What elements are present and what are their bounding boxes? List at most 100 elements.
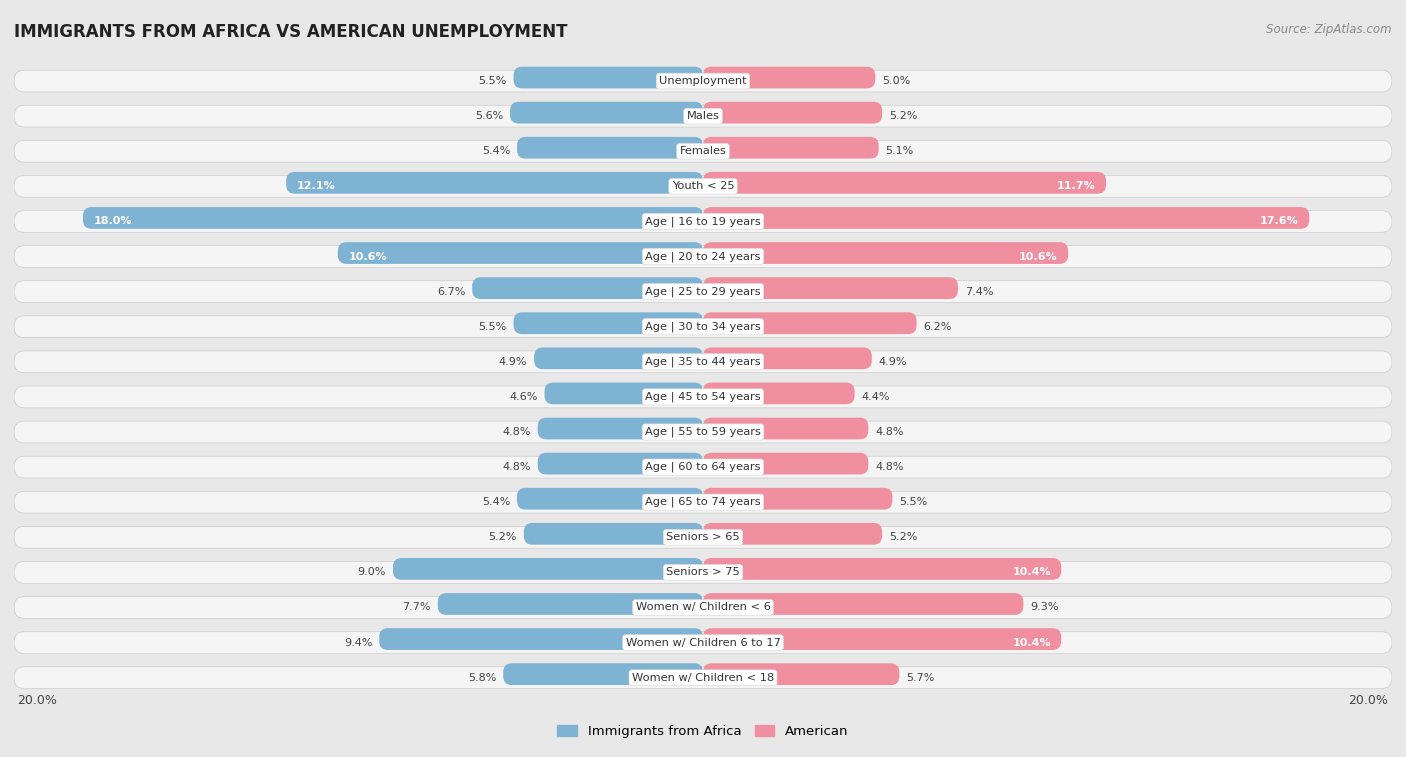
- Text: 4.8%: 4.8%: [875, 427, 904, 437]
- Text: 4.9%: 4.9%: [499, 357, 527, 367]
- Text: 4.9%: 4.9%: [879, 357, 907, 367]
- Text: 9.0%: 9.0%: [357, 568, 387, 578]
- FancyBboxPatch shape: [14, 456, 1392, 478]
- Text: 5.2%: 5.2%: [889, 532, 917, 542]
- FancyBboxPatch shape: [703, 663, 900, 685]
- FancyBboxPatch shape: [703, 628, 1062, 650]
- Text: 5.5%: 5.5%: [478, 76, 506, 86]
- Text: Age | 30 to 34 years: Age | 30 to 34 years: [645, 322, 761, 332]
- FancyBboxPatch shape: [703, 277, 957, 299]
- Text: 18.0%: 18.0%: [93, 217, 132, 226]
- Text: 5.4%: 5.4%: [482, 146, 510, 156]
- FancyBboxPatch shape: [703, 593, 1024, 615]
- FancyBboxPatch shape: [503, 663, 703, 685]
- Text: 5.5%: 5.5%: [900, 497, 928, 507]
- FancyBboxPatch shape: [14, 526, 1392, 548]
- FancyBboxPatch shape: [287, 172, 703, 194]
- Text: 5.4%: 5.4%: [482, 497, 510, 507]
- Text: 7.4%: 7.4%: [965, 287, 993, 297]
- FancyBboxPatch shape: [534, 347, 703, 369]
- Text: 9.3%: 9.3%: [1031, 603, 1059, 612]
- Text: 20.0%: 20.0%: [17, 694, 58, 707]
- Text: 4.4%: 4.4%: [862, 392, 890, 402]
- Text: Seniors > 65: Seniors > 65: [666, 532, 740, 542]
- FancyBboxPatch shape: [14, 351, 1392, 372]
- FancyBboxPatch shape: [14, 176, 1392, 198]
- FancyBboxPatch shape: [517, 137, 703, 159]
- FancyBboxPatch shape: [14, 105, 1392, 127]
- Text: Age | 20 to 24 years: Age | 20 to 24 years: [645, 251, 761, 262]
- Text: 4.8%: 4.8%: [875, 462, 904, 472]
- FancyBboxPatch shape: [703, 137, 879, 159]
- Text: Age | 65 to 74 years: Age | 65 to 74 years: [645, 497, 761, 507]
- FancyBboxPatch shape: [703, 382, 855, 404]
- FancyBboxPatch shape: [14, 597, 1392, 618]
- FancyBboxPatch shape: [437, 593, 703, 615]
- Text: 5.8%: 5.8%: [468, 673, 496, 683]
- FancyBboxPatch shape: [14, 562, 1392, 584]
- FancyBboxPatch shape: [513, 313, 703, 334]
- FancyBboxPatch shape: [14, 421, 1392, 443]
- Text: Age | 25 to 29 years: Age | 25 to 29 years: [645, 286, 761, 297]
- FancyBboxPatch shape: [703, 313, 917, 334]
- Text: 17.6%: 17.6%: [1260, 217, 1299, 226]
- Text: 12.1%: 12.1%: [297, 182, 335, 192]
- Text: 10.4%: 10.4%: [1012, 568, 1050, 578]
- Text: 11.7%: 11.7%: [1057, 182, 1095, 192]
- FancyBboxPatch shape: [14, 491, 1392, 513]
- FancyBboxPatch shape: [537, 418, 703, 439]
- FancyBboxPatch shape: [380, 628, 703, 650]
- Text: Seniors > 75: Seniors > 75: [666, 568, 740, 578]
- FancyBboxPatch shape: [14, 316, 1392, 338]
- Text: 5.1%: 5.1%: [886, 146, 914, 156]
- FancyBboxPatch shape: [513, 67, 703, 89]
- FancyBboxPatch shape: [524, 523, 703, 545]
- Text: 4.6%: 4.6%: [509, 392, 537, 402]
- FancyBboxPatch shape: [14, 246, 1392, 267]
- FancyBboxPatch shape: [83, 207, 703, 229]
- FancyBboxPatch shape: [14, 281, 1392, 303]
- Text: 5.6%: 5.6%: [475, 111, 503, 121]
- Text: Age | 60 to 64 years: Age | 60 to 64 years: [645, 462, 761, 472]
- FancyBboxPatch shape: [14, 667, 1392, 689]
- Text: 5.2%: 5.2%: [489, 532, 517, 542]
- FancyBboxPatch shape: [703, 207, 1309, 229]
- FancyBboxPatch shape: [537, 453, 703, 475]
- Text: Age | 16 to 19 years: Age | 16 to 19 years: [645, 217, 761, 226]
- Text: 9.4%: 9.4%: [344, 637, 373, 647]
- FancyBboxPatch shape: [14, 631, 1392, 653]
- Text: 5.0%: 5.0%: [882, 76, 910, 86]
- FancyBboxPatch shape: [544, 382, 703, 404]
- Text: Age | 55 to 59 years: Age | 55 to 59 years: [645, 427, 761, 438]
- Text: 4.8%: 4.8%: [502, 462, 531, 472]
- Text: 10.6%: 10.6%: [349, 251, 387, 261]
- FancyBboxPatch shape: [703, 418, 869, 439]
- Text: Youth < 25: Youth < 25: [672, 182, 734, 192]
- FancyBboxPatch shape: [392, 558, 703, 580]
- FancyBboxPatch shape: [14, 386, 1392, 408]
- FancyBboxPatch shape: [703, 453, 869, 475]
- Text: IMMIGRANTS FROM AFRICA VS AMERICAN UNEMPLOYMENT: IMMIGRANTS FROM AFRICA VS AMERICAN UNEMP…: [14, 23, 568, 41]
- Text: Women w/ Children < 6: Women w/ Children < 6: [636, 603, 770, 612]
- Text: 5.7%: 5.7%: [907, 673, 935, 683]
- Text: 6.2%: 6.2%: [924, 322, 952, 332]
- Text: Females: Females: [679, 146, 727, 156]
- Text: 4.8%: 4.8%: [502, 427, 531, 437]
- Text: 10.4%: 10.4%: [1012, 637, 1050, 647]
- FancyBboxPatch shape: [703, 67, 875, 89]
- Text: Age | 35 to 44 years: Age | 35 to 44 years: [645, 357, 761, 367]
- FancyBboxPatch shape: [14, 70, 1392, 92]
- Text: Women w/ Children 6 to 17: Women w/ Children 6 to 17: [626, 637, 780, 647]
- Text: 7.7%: 7.7%: [402, 603, 430, 612]
- FancyBboxPatch shape: [517, 488, 703, 509]
- FancyBboxPatch shape: [703, 101, 882, 123]
- Legend: Immigrants from Africa, American: Immigrants from Africa, American: [553, 719, 853, 743]
- FancyBboxPatch shape: [472, 277, 703, 299]
- Text: 5.5%: 5.5%: [478, 322, 506, 332]
- FancyBboxPatch shape: [337, 242, 703, 264]
- Text: Women w/ Children < 18: Women w/ Children < 18: [631, 673, 775, 683]
- FancyBboxPatch shape: [510, 101, 703, 123]
- Text: 6.7%: 6.7%: [437, 287, 465, 297]
- FancyBboxPatch shape: [703, 347, 872, 369]
- FancyBboxPatch shape: [703, 558, 1062, 580]
